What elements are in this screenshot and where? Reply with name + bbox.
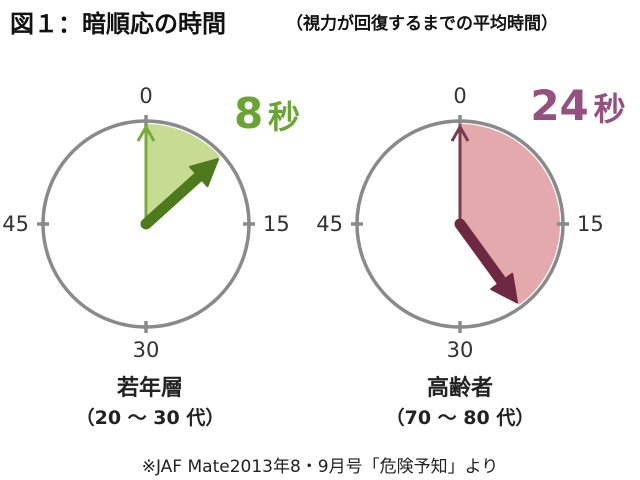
start-marker-arrowhead [450, 123, 470, 142]
tick-label: 15 [263, 212, 290, 236]
figure-title: 図１：暗順応の時間 [10, 10, 226, 38]
tick-label: 0 [139, 84, 152, 108]
group-label: 若年層 [117, 375, 183, 401]
tick-label: 45 [2, 212, 29, 236]
value-number: 24 [530, 81, 588, 130]
elapsed-hand-arrowhead [490, 272, 519, 304]
value-label: 24 秒 [530, 81, 625, 130]
elapsed-hand [454, 218, 509, 289]
value-number: 8 [234, 89, 263, 138]
source-footnote: ※JAF Mate2013年8・9月号「危険予知」より [141, 457, 499, 477]
tick-label: 15 [577, 212, 604, 236]
elapsed-hand [140, 169, 206, 230]
tick-label: 0 [453, 84, 466, 108]
elapsed-sector [460, 124, 560, 305]
value-unit: 秒 [594, 90, 626, 128]
group-age-range: （70 ～ 80 代） [386, 406, 535, 429]
elapsed-sector [146, 124, 221, 224]
figure-subtitle: （視力が回復するまでの平均時間） [286, 14, 558, 34]
value-unit: 秒 [268, 98, 300, 136]
tick-label: 30 [133, 338, 160, 362]
elapsed-hand-arrowhead [189, 158, 220, 188]
tick-label: 30 [447, 338, 474, 362]
group-label: 高齢者 [427, 375, 493, 401]
value-label: 8 秒 [234, 89, 300, 138]
group-age-range: （20 ～ 30 代） [76, 406, 225, 429]
start-marker-arrowhead [136, 123, 156, 142]
tick-label: 45 [316, 212, 343, 236]
